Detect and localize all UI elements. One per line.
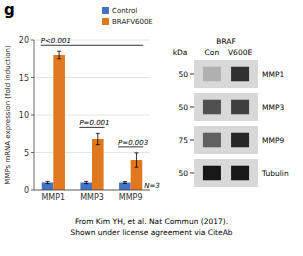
error-bar	[123, 182, 127, 184]
legend-label: BRAFV600E	[112, 18, 153, 26]
blot-background	[194, 126, 258, 154]
blot-background	[194, 60, 258, 88]
blot-band	[231, 133, 249, 148]
y-tick-label: 0	[24, 186, 29, 195]
caption: Shown under license agreement via CiteAb	[70, 228, 232, 237]
blot-background	[194, 93, 258, 121]
error-bar	[96, 133, 100, 144]
protein-label: MMP3	[262, 103, 284, 112]
error-cap	[96, 144, 100, 145]
legend-label: Control	[112, 7, 137, 15]
y-axis	[34, 40, 35, 190]
error-cap	[57, 58, 61, 59]
x-tick-label: MMP9	[119, 193, 143, 202]
bars	[42, 51, 143, 190]
grid-line	[34, 115, 150, 116]
x-axis	[34, 190, 150, 191]
blot-band	[203, 100, 221, 115]
legend-swatch	[102, 18, 109, 25]
lane-label: V600E	[228, 48, 252, 57]
blot-background	[194, 159, 258, 187]
panel-letter: g	[4, 1, 15, 19]
error-bar	[46, 181, 50, 183]
y-tick	[31, 77, 34, 78]
error-stem	[136, 153, 137, 167]
y-tick	[31, 115, 34, 116]
blot-band	[231, 67, 249, 82]
grid-line	[34, 190, 150, 191]
y-tick	[31, 190, 34, 191]
kda-tick	[190, 107, 194, 108]
kda-label: 50	[178, 70, 188, 79]
error-cap	[46, 183, 50, 184]
y-axis-label: MMPs mRNA expression (fold induction)	[4, 45, 12, 185]
significance-label: P=0.001	[79, 119, 109, 127]
grid	[34, 40, 150, 190]
error-stem	[97, 133, 98, 144]
y-tick	[31, 152, 34, 153]
bar	[119, 183, 131, 191]
blot-band	[203, 67, 221, 82]
y-tick-label: 10	[19, 111, 29, 120]
kda-tick	[190, 74, 194, 75]
y-tick-label: 15	[19, 74, 29, 83]
bar	[53, 55, 65, 190]
error-cap	[96, 133, 100, 134]
protein-label: Tubulin	[261, 169, 289, 178]
error-cap	[84, 183, 88, 184]
figure: g 0 5 10 15 20 MMPs mRNA expression (fold indu…	[0, 0, 303, 256]
blot-band	[203, 133, 221, 148]
blot-header: BRAF	[216, 37, 236, 46]
kda-header: kDa	[173, 48, 188, 57]
bar	[92, 139, 104, 190]
error-cap	[123, 183, 127, 184]
kda-tick	[190, 173, 194, 174]
y-tick-label: 20	[19, 36, 29, 45]
kda-label: 50	[178, 103, 188, 112]
error-cap	[134, 167, 138, 168]
caption: From Kim YH, et al. Nat Commun (2017).	[75, 217, 228, 226]
blot-band	[203, 166, 221, 181]
significance-label: P<0.001	[41, 37, 71, 45]
blot-band	[231, 166, 249, 181]
error-cap	[123, 181, 127, 182]
x-tick-label: MMP1	[41, 193, 65, 202]
error-stem	[59, 51, 60, 59]
kda-tick	[190, 140, 194, 141]
bar	[80, 183, 92, 191]
error-bar	[57, 51, 61, 59]
n-label: N=3	[144, 182, 160, 190]
significance-label: P=0.003	[118, 139, 148, 147]
error-cap	[84, 181, 88, 182]
grid-line	[34, 77, 150, 78]
protein-label: MMP1	[262, 70, 284, 79]
error-cap	[57, 51, 61, 52]
kda-label: 75	[178, 136, 188, 145]
background	[0, 0, 303, 256]
error-bar	[84, 181, 88, 183]
lane-label: Con	[205, 48, 220, 57]
error-cap	[134, 152, 138, 153]
error-cap	[46, 181, 50, 182]
protein-label: MMP9	[262, 136, 284, 145]
kda-label: 50	[178, 169, 188, 178]
legend-swatch	[102, 7, 109, 14]
y-tick	[31, 40, 34, 41]
bar	[42, 183, 54, 191]
blot-band	[231, 100, 249, 115]
x-tick-label: MMP3	[80, 193, 104, 202]
y-tick-label: 5	[24, 149, 29, 158]
error-bar	[134, 153, 138, 167]
